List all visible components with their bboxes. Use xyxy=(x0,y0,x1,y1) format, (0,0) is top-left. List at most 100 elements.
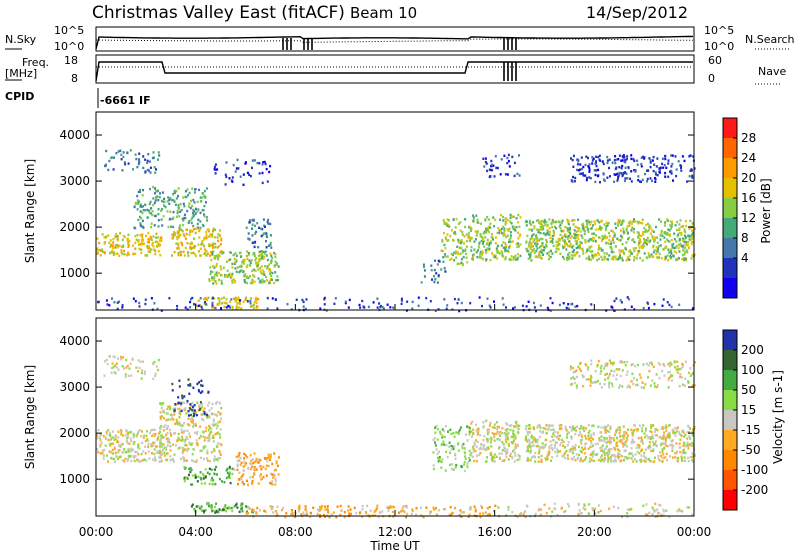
range-gate-cell xyxy=(633,219,636,223)
range-gate-cell xyxy=(451,445,454,448)
range-gate-cell xyxy=(285,512,288,515)
range-gate-cell xyxy=(541,242,544,245)
range-gate-cell xyxy=(542,426,545,430)
range-gate-cell xyxy=(114,451,117,455)
range-gate-cell xyxy=(623,449,626,453)
range-gate-cell xyxy=(660,513,663,517)
velocity-heatmap xyxy=(96,355,696,519)
range-gate-cell xyxy=(678,244,681,247)
range-gate-cell xyxy=(228,476,231,479)
range-gate-cell xyxy=(689,367,692,370)
range-gate-cell xyxy=(381,306,384,309)
range-gate-cell xyxy=(525,241,528,244)
range-gate-cell xyxy=(161,224,164,227)
range-gate-cell xyxy=(216,256,219,259)
range-gate-cell xyxy=(468,225,471,228)
range-gate-cell xyxy=(142,450,145,453)
range-gate-cell xyxy=(223,305,226,309)
range-gate-cell xyxy=(216,254,219,257)
range-gate-cell xyxy=(540,257,543,260)
range-gate-cell xyxy=(584,443,587,446)
range-gate-cell xyxy=(177,206,180,209)
range-gate-cell xyxy=(160,218,163,221)
range-gate-cell xyxy=(509,454,511,457)
range-gate-cell xyxy=(633,169,636,172)
range-gate-cell xyxy=(241,510,244,513)
range-gate-cell xyxy=(525,424,528,428)
range-gate-cell xyxy=(189,383,192,386)
range-gate-cell xyxy=(107,460,109,463)
range-gate-cell xyxy=(139,234,142,237)
range-gate-cell xyxy=(599,431,602,434)
range-gate-cell xyxy=(576,251,579,254)
range-gate-cell xyxy=(680,225,683,228)
range-gate-cell xyxy=(678,227,681,230)
range-gate-cell xyxy=(252,303,255,306)
range-gate-cell xyxy=(152,458,155,461)
range-gate-cell xyxy=(268,268,271,272)
range-gate-cell xyxy=(525,504,528,507)
range-gate-cell xyxy=(545,238,548,242)
range-gate-cell xyxy=(492,216,495,219)
range-gate-cell xyxy=(207,228,210,231)
range-gate-cell xyxy=(176,230,179,233)
range-gate-cell xyxy=(344,301,347,305)
range-gate-cell xyxy=(169,455,172,458)
range-gate-cell xyxy=(554,450,557,454)
range-gate-cell xyxy=(668,233,671,236)
range-gate-cell xyxy=(675,228,678,232)
range-gate-cell xyxy=(572,244,575,247)
range-gate-cell xyxy=(511,455,513,459)
range-gate-cell xyxy=(192,208,195,212)
range-gate-cell xyxy=(166,200,169,203)
range-gate-cell xyxy=(181,394,184,397)
range-gate-cell xyxy=(204,201,207,204)
range-gate-cell xyxy=(178,422,181,425)
range-gate-cell xyxy=(646,177,649,181)
range-gate-cell xyxy=(184,443,187,447)
range-gate-cell xyxy=(685,243,688,247)
range-gate-cell xyxy=(548,451,551,454)
range-gate-cell xyxy=(670,305,673,309)
range-gate-cell xyxy=(465,256,468,259)
range-gate-cell xyxy=(678,250,681,253)
range-gate-cell xyxy=(628,258,631,261)
range-gate-cell xyxy=(215,263,218,266)
range-gate-cell xyxy=(687,425,690,428)
range-gate-cell xyxy=(441,434,444,438)
range-gate-cell xyxy=(159,460,162,463)
range-gate-cell xyxy=(688,175,691,178)
range-gate-cell xyxy=(686,437,689,440)
range-gate-cell xyxy=(302,305,305,308)
range-gate-cell xyxy=(268,170,271,174)
range-gate-cell xyxy=(113,371,116,374)
range-gate-cell xyxy=(146,246,149,249)
range-gate-cell xyxy=(612,241,615,244)
range-gate-cell xyxy=(671,456,674,459)
range-gate-cell xyxy=(522,513,525,516)
range-gate-cell xyxy=(619,429,622,432)
range-gate-cell xyxy=(506,448,509,451)
range-gate-cell xyxy=(667,435,669,439)
range-gate-cell xyxy=(594,239,597,243)
range-gate-cell xyxy=(260,250,263,253)
range-gate-cell xyxy=(214,482,217,486)
range-gate-cell xyxy=(437,274,440,277)
range-gate-cell xyxy=(537,452,540,455)
range-gate-cell xyxy=(117,449,120,453)
range-gate-cell xyxy=(268,279,271,283)
range-gate-cell xyxy=(118,456,121,459)
range-gate-cell xyxy=(512,434,515,437)
range-gate-cell xyxy=(162,443,165,446)
range-gate-cell xyxy=(177,187,180,190)
range-gate-cell xyxy=(553,502,556,505)
range-gate-cell xyxy=(592,508,594,512)
range-gate-cell xyxy=(156,195,159,198)
range-gate-cell xyxy=(220,243,222,246)
range-gate-cell xyxy=(584,458,587,461)
range-gate-cell xyxy=(470,454,473,457)
range-gate-cell xyxy=(208,401,211,404)
range-gate-cell xyxy=(203,236,206,240)
range-gate-cell xyxy=(519,243,522,246)
range-gate-cell xyxy=(642,442,645,445)
